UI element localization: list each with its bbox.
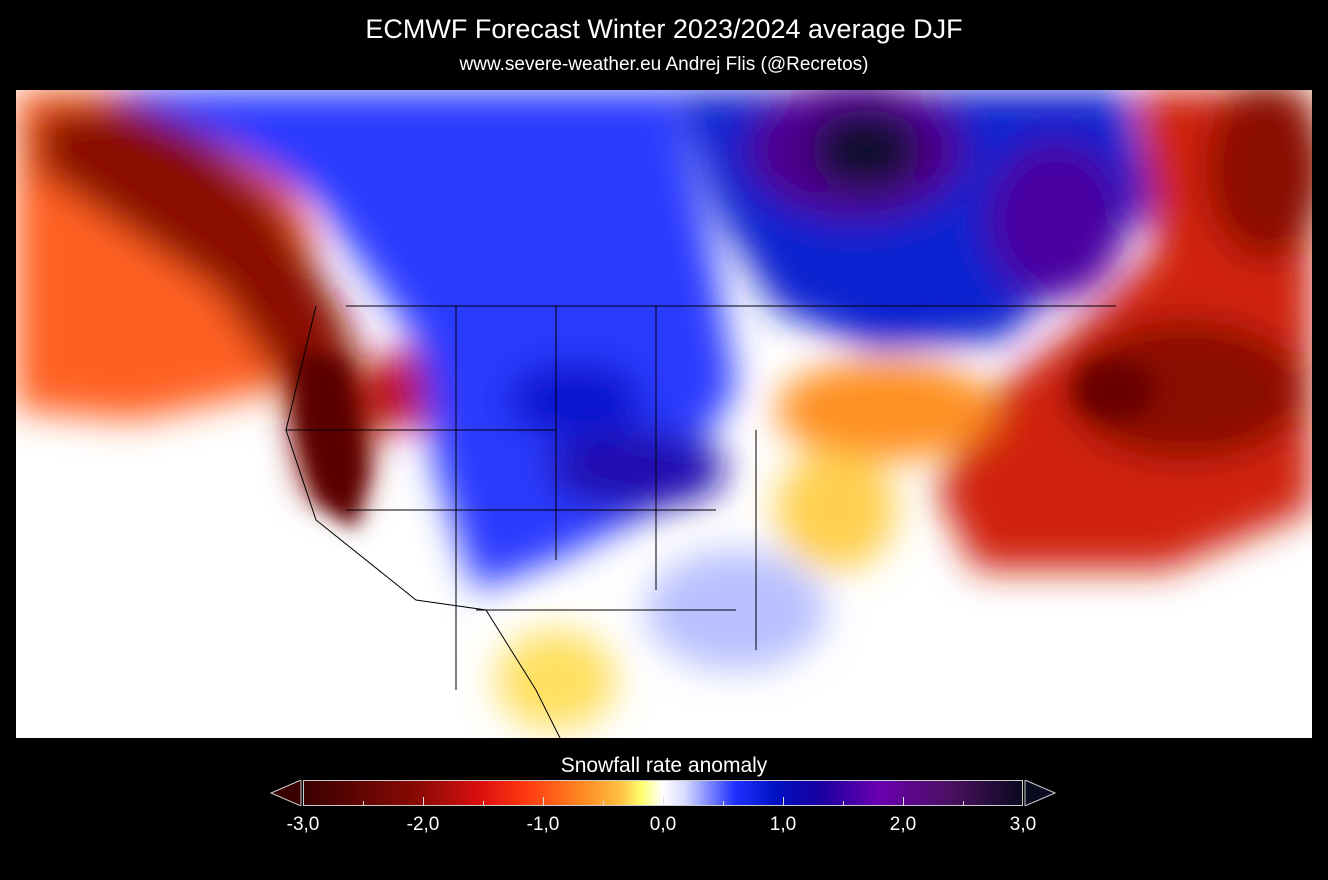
political-borders: [285, 305, 1116, 738]
colorbar-tick-label: -1,0: [526, 814, 560, 835]
colorbar-tick-label: 1,0: [769, 814, 797, 835]
colorbar-tick-label: 0,0: [649, 814, 677, 835]
major-tick: [543, 797, 544, 806]
minor-tick: [483, 801, 484, 806]
minor-tick: [363, 801, 364, 806]
colorbar-min-extend-arrow: [270, 780, 302, 806]
region-n-mexico: [496, 630, 616, 730]
minor-tick: [963, 801, 964, 806]
anomaly-map: [16, 90, 1312, 738]
major-tick: [903, 797, 904, 806]
region-great-lakes: [776, 360, 996, 460]
major-tick: [423, 797, 424, 806]
major-tick: [663, 797, 664, 806]
colorbar-max-extend-arrow: [1024, 780, 1056, 806]
colorbar-tick-label: -2,0: [406, 814, 440, 835]
minor-tick: [843, 801, 844, 806]
anomaly-field: [16, 90, 1312, 738]
major-tick: [783, 797, 784, 806]
region-central-plains: [546, 430, 726, 510]
minor-tick: [723, 801, 724, 806]
colorbar-tick-label: -3,0: [286, 814, 320, 835]
map-subtitle: www.severe-weather.eu Andrej Flis (@Recr…: [459, 54, 869, 75]
colorbar-title: Snowfall rate anomaly: [560, 754, 768, 777]
minor-tick: [603, 801, 604, 806]
colorbar-tick-label: 3,0: [1009, 814, 1037, 835]
colorbar-tick-label: 2,0: [889, 814, 917, 835]
map-title: ECMWF Forecast Winter 2023/2024 average …: [365, 14, 963, 44]
